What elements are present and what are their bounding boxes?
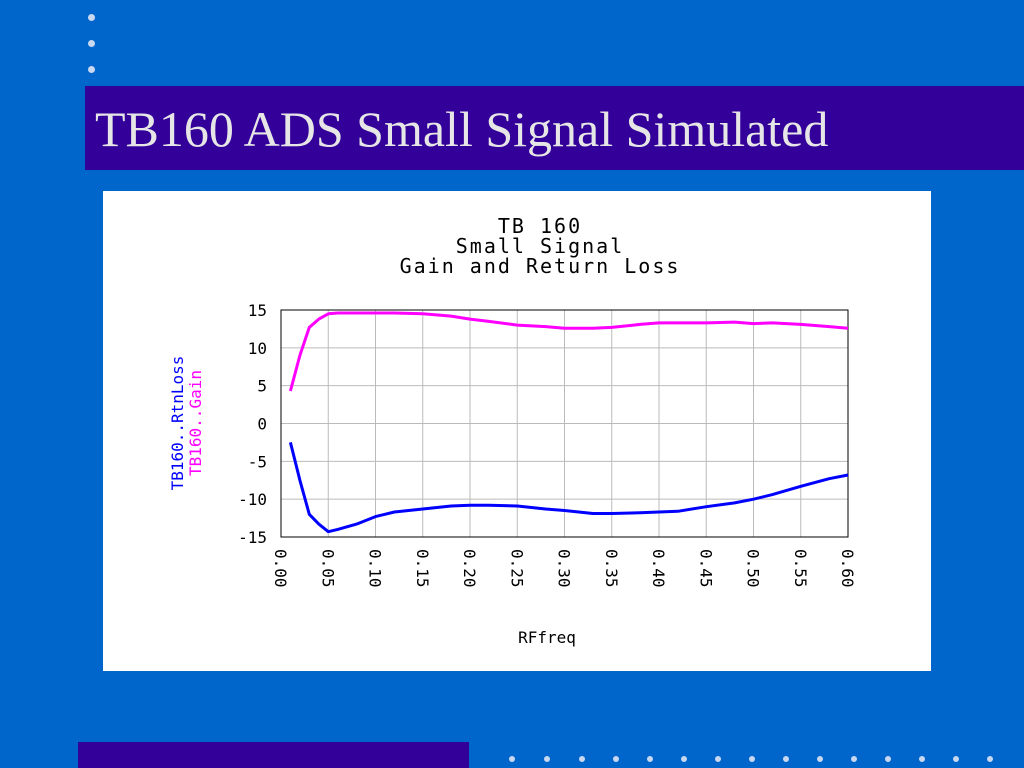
y-tick-label: 10 (248, 339, 267, 358)
x-tick-label: 0.30 (555, 549, 574, 588)
bullet-dot (613, 756, 619, 762)
y-tick-label: -10 (238, 490, 267, 509)
bullet-dot (88, 40, 95, 47)
y-tick-label: -5 (248, 452, 267, 471)
bullet-dot (987, 756, 993, 762)
bullet-dot (851, 756, 857, 762)
chart-panel: TB 160 Small Signal Gain and Return Loss 15… (103, 191, 931, 671)
bullet-dot (544, 756, 550, 762)
x-tick-label: 0.60 (838, 549, 857, 588)
chart-title-line: Gain and Return Loss (400, 254, 681, 278)
x-axis-label: RFfreq (518, 628, 576, 647)
x-tick-label: 0.00 (271, 549, 290, 588)
x-tick-label: 0.25 (507, 549, 526, 588)
y-tick-label: 15 (248, 301, 267, 320)
y-tick-label: 0 (257, 415, 267, 434)
bullet-dot (885, 756, 891, 762)
x-tick-label: 0.15 (413, 549, 432, 588)
x-tick-label: 0.45 (696, 549, 715, 588)
x-tick-label: 0.55 (791, 549, 810, 588)
bullet-dot (88, 14, 95, 21)
bullet-dot (715, 756, 721, 762)
x-tick-label: 0.10 (366, 549, 385, 588)
bullet-dot (919, 756, 925, 762)
title-bar: TB160 ADS Small Signal Simulated (85, 86, 1024, 170)
plot-frame (280, 309, 849, 538)
bottom-bar (78, 742, 469, 768)
y-axis-label: TB160..Gain (186, 370, 205, 476)
bullet-dot (647, 756, 653, 762)
series-line (288, 442, 849, 534)
bullet-dot (783, 756, 789, 762)
bullet-dot (749, 756, 755, 762)
slide-title: TB160 ADS Small Signal Simulated (95, 101, 829, 157)
bullet-dot (681, 756, 687, 762)
x-tick-label: 0.05 (318, 549, 337, 588)
x-tick-label: 0.40 (649, 549, 668, 588)
y-axis-label: TB160..RtnLoss (168, 356, 187, 491)
x-tick-label: 0.20 (460, 549, 479, 588)
chart-title-line: TB 160 (498, 214, 582, 238)
series-line (288, 311, 849, 392)
bullet-dot (579, 756, 585, 762)
y-tick-label: 5 (257, 377, 267, 396)
bullet-dot (88, 66, 95, 73)
y-tick-label: -15 (238, 528, 267, 547)
bullet-dot (953, 756, 959, 762)
bullet-dot (817, 756, 823, 762)
x-tick-label: 0.35 (602, 549, 621, 588)
x-tick-label: 0.50 (744, 549, 763, 588)
bullet-dot (509, 756, 515, 762)
chart-title-line: Small Signal (456, 234, 625, 258)
